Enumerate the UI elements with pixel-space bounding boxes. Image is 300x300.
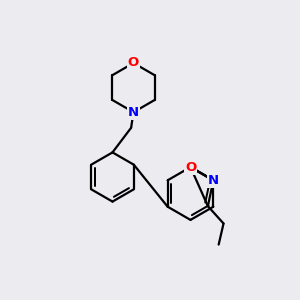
- Text: O: O: [128, 56, 139, 70]
- Text: O: O: [185, 160, 196, 174]
- Text: N: N: [128, 106, 139, 119]
- Text: N: N: [208, 174, 219, 187]
